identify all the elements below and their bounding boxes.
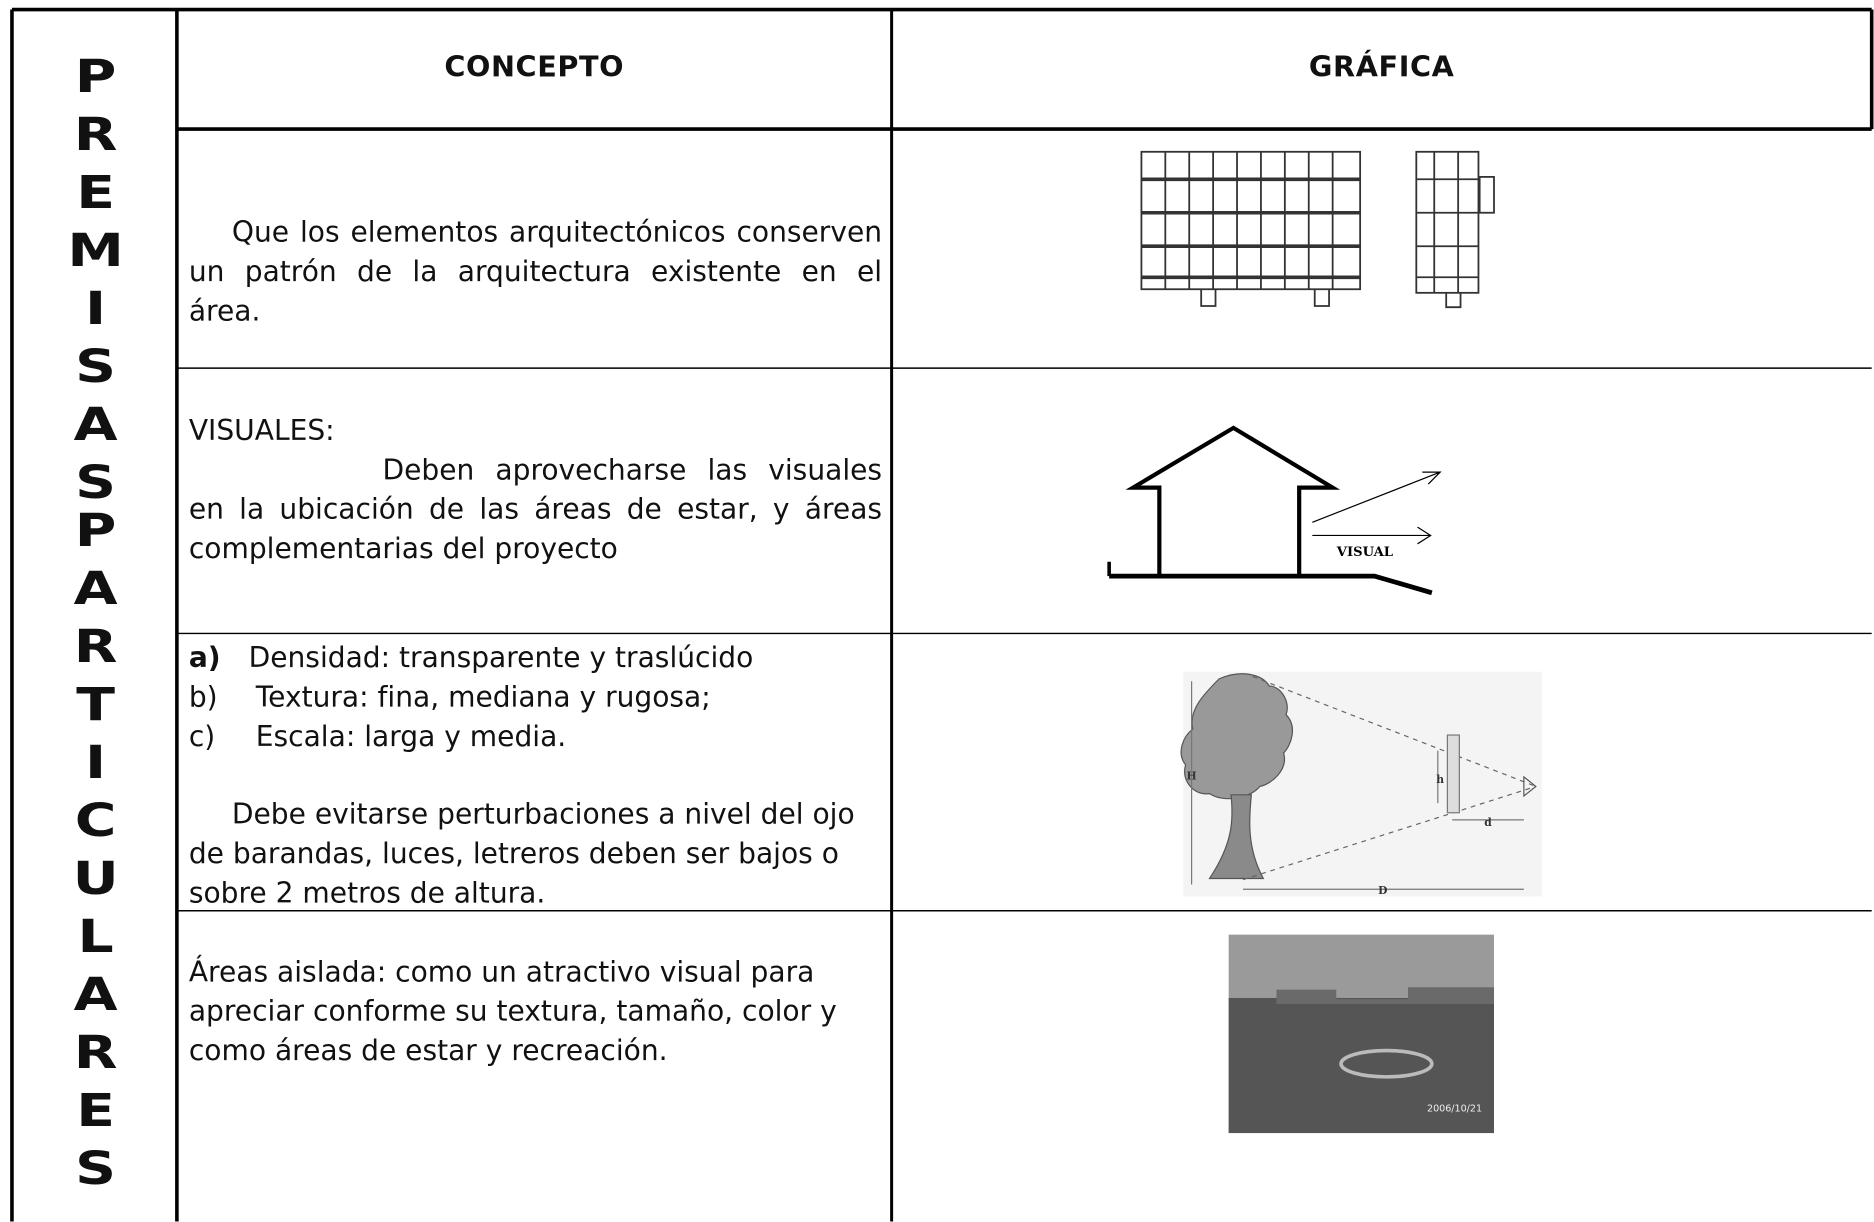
ruler xyxy=(1446,734,1460,814)
side-title: PREMISAS xyxy=(62,50,129,514)
cell-text: Áreas aislada: como un atractivo visual … xyxy=(188,954,837,1068)
figure-label: VISUAL xyxy=(1336,545,1393,560)
visual-drawing: VISUAL xyxy=(1107,425,1442,596)
dimensions xyxy=(1191,681,1524,890)
column-header: GRÁFICA xyxy=(1308,50,1455,84)
item-text: Escala: larga y media. xyxy=(255,719,567,753)
side-title: PARTICULARES xyxy=(62,504,129,1200)
figure-labels: H h d D xyxy=(1187,769,1493,897)
item-text: Textura: fina, mediana y rugosa; xyxy=(255,680,711,714)
cell-text: Deben aprovecharse las visuales en la ub… xyxy=(188,452,883,566)
item-marker: b) xyxy=(188,680,218,714)
item-list: a) Densidad: transparente y traslúcido b)… xyxy=(189,638,882,756)
mullions xyxy=(1164,151,1334,290)
house xyxy=(1125,425,1341,577)
sight-lines xyxy=(1242,675,1537,881)
figure-label: H xyxy=(1187,769,1197,782)
facade-drawing xyxy=(1140,150,1495,309)
facade xyxy=(1140,150,1362,291)
list-item: a) Densidad: transparente y traslúcido xyxy=(189,638,882,677)
column-header: CONCEPTO xyxy=(444,50,625,84)
tree-crown xyxy=(1180,673,1294,800)
eye xyxy=(1523,775,1537,798)
table-borders xyxy=(10,7,1874,1222)
item-text: Densidad: transparente y traslúcido xyxy=(248,640,754,675)
figure-label: D xyxy=(1378,884,1387,897)
cell-heading: VISUALES: xyxy=(188,413,335,448)
photo: 2006/10/21 xyxy=(1228,934,1494,1134)
photo-buildings xyxy=(1228,987,1494,1004)
side-lines xyxy=(1416,151,1479,293)
cell-text: Que los elementos arquitectónicos conser… xyxy=(188,215,883,328)
scale-drawing: H h d D xyxy=(1180,671,1542,897)
side-elevation xyxy=(1415,150,1480,294)
item-marker: c) xyxy=(188,719,216,753)
photo-date: 2006/10/21 xyxy=(1427,1104,1482,1115)
cell-text: Debe evitarse perturbaciones a nivel del… xyxy=(188,797,855,910)
figure-label: d xyxy=(1484,816,1492,829)
arrow xyxy=(1312,471,1442,523)
item-marker: a) xyxy=(188,640,221,675)
photo-ground xyxy=(1228,997,1494,1134)
ground xyxy=(1109,573,1433,596)
list-item: c) Escala: larga y media. xyxy=(189,717,882,756)
photo-fountain xyxy=(1339,1048,1434,1079)
supports xyxy=(1445,292,1462,309)
arrow xyxy=(1312,526,1432,545)
supports xyxy=(1200,289,1330,307)
tree-trunk xyxy=(1208,794,1265,880)
list-item: b) Textura: fina, mediana y rugosa; xyxy=(189,678,882,717)
dimension-box xyxy=(1478,175,1495,214)
figure-label: h xyxy=(1436,773,1444,786)
